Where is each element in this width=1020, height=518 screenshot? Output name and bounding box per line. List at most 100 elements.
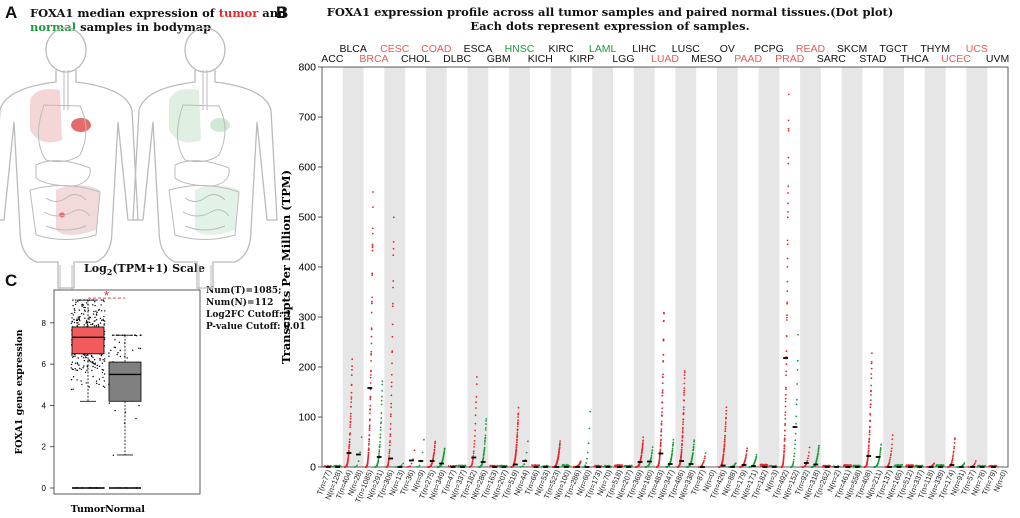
dot-tumor [662,373,664,376]
dot-tumor [348,443,351,446]
box-jitter-point [99,359,101,361]
dot-tumor [371,249,374,252]
dot-tumor [348,445,351,448]
box-jitter-point [98,378,101,380]
dot-tumor [372,206,374,209]
dot-tumor [659,441,662,444]
box-jitter-point [103,315,105,318]
box-jitter-point [100,354,103,357]
dot-tumor [369,382,372,384]
box-jitter-point [70,363,73,366]
cancer-label-prad: PRAD [775,53,805,65]
box-jitter-point [96,299,98,301]
box-jitter-point [83,324,85,326]
box-jitter-point [102,319,105,322]
dot-tumor [351,358,354,361]
cancer-label-ov: OV [720,43,735,55]
box-jitter-point [97,325,100,327]
box-jitter-point [91,323,94,325]
box-jitter-point [117,352,119,354]
dot-tumor [434,440,437,443]
dot-tumor [350,391,353,394]
dot-normal [360,436,363,439]
dot-tumor [371,296,373,299]
dot-tumor [350,405,352,408]
dot-normal [379,433,382,436]
cancer-band-esca [467,67,489,467]
dot-tumor [659,444,662,447]
dot-tumor [515,446,518,449]
box-jitter-point [71,317,73,319]
box-jitter-point [104,386,106,388]
dot-tumor [369,398,372,401]
box-jitter-point [103,373,106,375]
y-axis-label: Transcripts Per Million (TPM) [279,170,293,364]
box-jitter-point [82,367,84,369]
cancer-band-thym [924,67,946,467]
stat-log2fc: Log2FC Cutoff: 1 [206,310,292,320]
dot-normal [483,452,485,454]
dot-tumor [473,440,476,442]
cancer-label-acc: ACC [321,53,344,65]
box-jitter-point [84,317,86,319]
cancer-label-chol: CHOL [401,53,430,65]
box-jitter-point [83,359,86,362]
box-jitter-point [71,321,73,323]
dot-tumor [662,376,664,379]
box-jitter-point [88,316,90,318]
boxplot-stats: Num(T)=1085; Num(N)=112 Log2FC Cutoff: 1… [206,285,306,333]
dot-tumor [370,328,373,331]
dot-tumor [347,459,349,462]
cancer-label-stad: STAD [859,53,887,65]
box-jitter-point [76,324,79,326]
dot-tumor [349,421,352,424]
box-jitter-point [70,379,73,381]
dot-tumor [641,443,644,445]
box-y-axis-label: FOXA1 gene expression [14,329,25,454]
dot-normal [484,427,487,429]
box-jitter-point [81,383,83,386]
box-jitter-point [83,306,85,309]
dot-tumor [406,466,409,468]
dot-tumor [371,227,374,230]
box-jitter-point [81,355,83,357]
dot-tumor [392,247,395,250]
dot-normal [378,450,381,453]
box-jitter-point [101,371,104,374]
cancer-label-gbm: GBM [487,53,511,65]
box-jitter-point [104,310,106,312]
y-tick-label: 100 [298,412,316,424]
box-jitter-point [95,380,98,382]
dot-tumor [641,447,644,450]
box-jitter-point [94,316,96,318]
stat-num-tumor: Num(T)=1085; [206,286,282,296]
box-jitter-point [140,334,142,336]
cancer-band-cesc [384,67,406,467]
box-jitter-point [72,376,75,378]
dot-tumor [558,450,560,453]
panel-label-b: B [276,3,289,22]
dot-tumor [662,353,665,356]
dot-tumor [370,342,373,345]
dot-tumor [349,412,352,415]
dot-normal [585,462,587,464]
box-jitter-point [102,385,105,387]
cancer-label-dlbc: DLBC [443,53,471,65]
box-jitter-point [71,361,74,363]
dot-normal [379,429,382,431]
box-jitter-point [111,334,114,336]
panel-label-a: A [5,3,18,22]
dot-tumor [369,395,372,398]
significance-star: * [104,288,109,303]
dot-normal [381,395,383,398]
dot-tumor [368,427,371,430]
cancer-band-lihc [633,67,655,467]
dot-normal [394,466,397,468]
box-jitter-point [112,454,115,456]
dot-tumor [351,368,353,371]
box-jitter-point [93,310,95,313]
dot-tumor [367,448,370,451]
dot-tumor [388,448,391,451]
dot-normal [483,443,486,445]
cancer-band-ov [716,67,738,467]
